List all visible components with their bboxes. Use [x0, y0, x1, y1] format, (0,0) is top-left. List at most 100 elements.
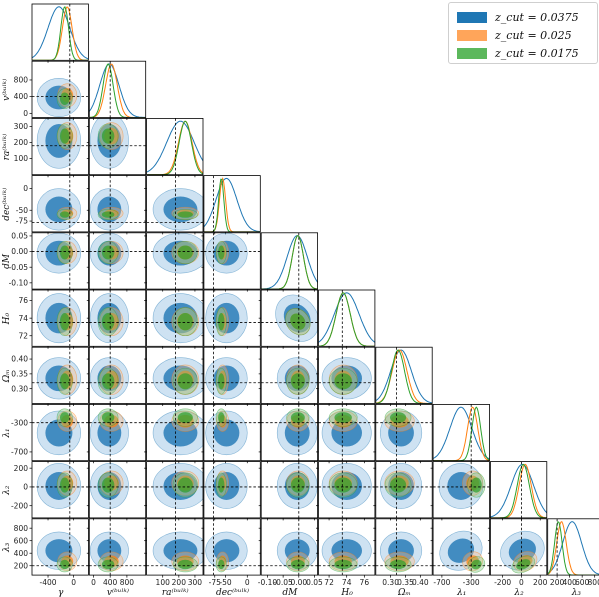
panel-content [32, 290, 89, 347]
panel-frame [260, 518, 319, 576]
panel-content [433, 461, 490, 518]
contour-2-1 [177, 373, 193, 390]
contour-2-1 [177, 477, 193, 493]
x-tick-label: 0 [519, 578, 524, 587]
panel-frame [375, 346, 433, 404]
contour-2-1 [101, 412, 115, 424]
contour-2-1 [389, 559, 407, 570]
marginal-0 [89, 63, 146, 118]
x-tick-label: 0.35 [397, 578, 414, 587]
contour-2-1 [334, 477, 352, 493]
panel-frame [203, 175, 261, 233]
legend: z_cut = 0.0375 z_cut = 0.025 z_cut = 0.0… [448, 2, 598, 64]
panel-frame [146, 232, 204, 290]
panel-content [32, 118, 89, 175]
panel-5-2 [144, 289, 204, 349]
panel-frame [203, 403, 261, 462]
panel-1-1 [88, 60, 147, 120]
legend-label: z_cut = 0.0375 [495, 10, 579, 24]
y-tick-label: 74 [18, 314, 28, 323]
panel-content [203, 290, 261, 347]
x-tick-label: 76 [360, 578, 370, 587]
panel-frame [31, 118, 89, 176]
y-tick-label: 300 [14, 122, 29, 131]
panel-content [89, 461, 146, 518]
panel-frame [146, 346, 204, 404]
panel-frame [88, 118, 147, 176]
panel-7-5 [316, 403, 376, 464]
marginal-1 [490, 463, 547, 518]
panel-4-0: -0.10 -0.05 0.00 0.05 [9, 232, 89, 292]
contour-2-1 [218, 412, 225, 424]
panel-content [261, 461, 318, 518]
contour-0-1 [447, 538, 475, 563]
panel-7-3 [201, 403, 261, 464]
panel-content [203, 461, 261, 518]
contour-2-1 [101, 477, 115, 493]
x-tick-label: 0 [245, 578, 250, 587]
panel-3-2 [144, 175, 204, 235]
x-axis-label: λ₁ [456, 588, 466, 597]
x-axis-label: γ [58, 588, 64, 597]
marginal-2 [490, 463, 547, 518]
panel-6-4 [258, 346, 319, 406]
contour-2-1 [470, 477, 482, 493]
contour-2-1 [101, 211, 115, 218]
x-tick-label: -200 [494, 578, 511, 587]
panel-7-7 [432, 403, 490, 464]
panel-content [89, 175, 146, 232]
panel-6-0: 0.30 0.35 0.40 [11, 346, 89, 406]
panel-frame [375, 518, 433, 576]
panel-6-6 [375, 346, 433, 406]
contour-2-1 [101, 559, 115, 570]
panel-content [375, 347, 433, 404]
panel-frame [31, 3, 89, 61]
y-tick-label: 0 [23, 109, 28, 118]
panel-frame [146, 118, 204, 176]
panel-content [318, 290, 375, 347]
panel-frame [146, 461, 204, 519]
contour-0-1 [284, 539, 310, 563]
panel-7-6 [373, 403, 433, 464]
panel-5-5 [318, 289, 376, 349]
marginal-0 [261, 235, 318, 290]
marginal-1 [32, 6, 89, 61]
panel-content [261, 347, 318, 404]
contour-2-1 [59, 245, 70, 260]
y-axis-label: λ₁ [2, 428, 12, 438]
y-axis-label: λ₃ [2, 542, 12, 553]
contour-2-1 [101, 373, 115, 390]
panel-content [318, 518, 375, 576]
contour-2-1 [218, 373, 225, 390]
panel-2-0: 100 200 300 [14, 118, 89, 178]
contour-2-1 [218, 477, 225, 493]
panel-content [32, 461, 89, 518]
y-tick-label: 100 [14, 154, 29, 163]
y-tick-label: 600 [14, 536, 29, 545]
panel-content [547, 518, 599, 576]
panel-content [32, 4, 89, 61]
contour-2-1 [59, 312, 70, 331]
y-tick-label: -300 [11, 418, 28, 427]
contour-2-1 [177, 312, 193, 331]
marginal-0 [203, 177, 261, 232]
x-tick-label: 200 [172, 578, 187, 587]
marginal-1 [547, 521, 599, 576]
panel-9-3: -75-50 0 [201, 518, 261, 587]
marginal-2 [318, 292, 375, 347]
marginal-2 [89, 63, 146, 118]
y-axis-label: dM [2, 253, 12, 269]
panel-frame [318, 403, 376, 462]
panel-9-5: 72 74 76 [316, 518, 376, 587]
panel-content [203, 232, 261, 290]
panel-content [89, 404, 146, 461]
panel-frame [31, 518, 89, 576]
contour-2-1 [218, 559, 225, 570]
contour-2-1 [59, 211, 70, 218]
marginal-2 [146, 120, 204, 175]
panel-frame [31, 403, 89, 462]
marginal-0 [146, 120, 204, 173]
x-axis-label: Ωₘ [397, 588, 411, 597]
panel-9-8: -200 0 200 [487, 518, 548, 587]
